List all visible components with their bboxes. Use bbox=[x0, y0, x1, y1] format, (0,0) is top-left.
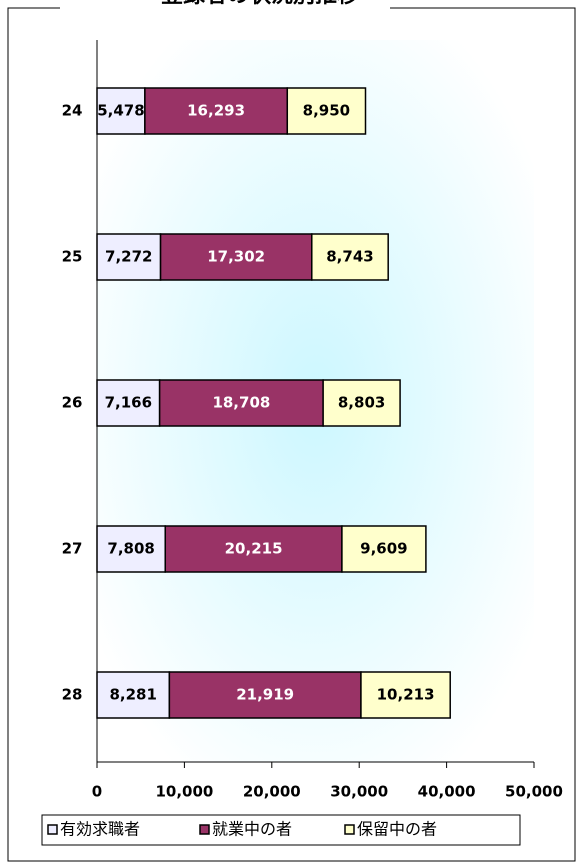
data-label: 7,166 bbox=[105, 394, 152, 412]
bar-segment bbox=[286, 87, 367, 135]
data-label: 8,803 bbox=[338, 394, 385, 412]
bar-segment bbox=[322, 379, 401, 427]
legend-swatch bbox=[344, 824, 355, 835]
x-tick-label: 30,000 bbox=[330, 783, 388, 801]
data-label: 7,808 bbox=[107, 540, 154, 558]
data-label: 8,950 bbox=[303, 102, 350, 120]
data-label: 7,272 bbox=[105, 248, 152, 266]
data-label: 18,708 bbox=[212, 394, 270, 412]
legend bbox=[41, 814, 521, 846]
data-label: 9,609 bbox=[360, 540, 407, 558]
bar-segment bbox=[96, 525, 166, 573]
bar-segment bbox=[159, 233, 313, 281]
x-tick-label: 0 bbox=[92, 783, 102, 801]
bar-segment bbox=[341, 525, 427, 573]
data-label: 20,215 bbox=[225, 540, 283, 558]
legend-label: 有効求職者 bbox=[60, 820, 140, 839]
data-label: 10,213 bbox=[377, 686, 435, 704]
data-label: 16,293 bbox=[187, 102, 245, 120]
x-tick-label: 10,000 bbox=[155, 783, 213, 801]
legend-swatch bbox=[199, 824, 210, 835]
legend-swatch bbox=[47, 824, 58, 835]
x-tick-label: 50,000 bbox=[505, 783, 563, 801]
y-tick-label: 26 bbox=[62, 394, 83, 412]
data-label: 8,281 bbox=[109, 686, 156, 704]
bar-segment bbox=[311, 233, 389, 281]
chart-title: 登録者の状況別推移 bbox=[160, 0, 359, 8]
bar-segment bbox=[360, 671, 451, 719]
data-label: 17,302 bbox=[207, 248, 265, 266]
data-label: 21,919 bbox=[236, 686, 294, 704]
bar-segment bbox=[158, 379, 324, 427]
bar-segment bbox=[96, 379, 161, 427]
data-label: 8,743 bbox=[326, 248, 373, 266]
y-tick-label: 25 bbox=[62, 248, 83, 266]
bar-segment bbox=[168, 671, 362, 719]
legend-label: 保留中の者 bbox=[357, 820, 437, 839]
data-label: 5,478 bbox=[97, 102, 144, 120]
legend-label: 就業中の者 bbox=[212, 820, 292, 839]
y-tick-label: 28 bbox=[62, 686, 83, 704]
x-tick-label: 20,000 bbox=[243, 783, 301, 801]
x-tick-label: 40,000 bbox=[418, 783, 476, 801]
y-tick-label: 24 bbox=[62, 102, 83, 120]
title-bg bbox=[60, 0, 390, 12]
y-tick-label: 27 bbox=[62, 540, 83, 558]
bar-segment bbox=[144, 87, 289, 135]
